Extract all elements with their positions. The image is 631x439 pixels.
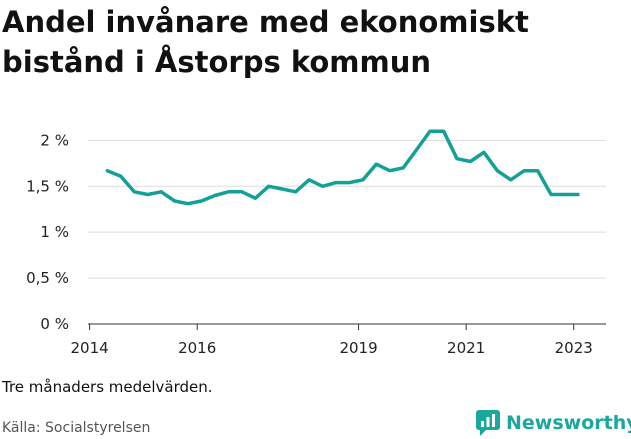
brand-name: Newsworthy bbox=[506, 412, 631, 434]
y-axis-ticks: 0 % 0,5 % 1 % 1,5 % 2 % bbox=[26, 131, 69, 333]
chart-note: Tre månaders medelvärden. bbox=[2, 378, 213, 396]
x-tick-label: 2014 bbox=[71, 339, 109, 357]
newsworthy-logo: Newsworthy bbox=[476, 408, 631, 438]
series-line bbox=[105, 129, 580, 206]
source-label: Källa: Socialstyrelsen bbox=[2, 420, 151, 436]
x-tick-label: 2021 bbox=[447, 339, 485, 357]
y-tick-label: 0,5 % bbox=[26, 269, 69, 287]
chart-bubble-icon bbox=[476, 410, 500, 436]
y-tick-label: 1 % bbox=[40, 223, 69, 241]
y-tick-label: 1,5 % bbox=[26, 177, 69, 195]
y-tick-label: 2 % bbox=[40, 131, 69, 149]
x-tick-label: 2016 bbox=[178, 339, 216, 357]
x-tick-label: 2023 bbox=[555, 339, 593, 357]
grid-lines bbox=[88, 139, 606, 279]
chart-title: Andel invånare med ekonomiskt bistånd i … bbox=[2, 5, 529, 79]
x-axis-ticks: 2014 2016 2019 2021 2023 bbox=[71, 324, 593, 357]
x-tick-label: 2019 bbox=[339, 339, 377, 357]
line-chart: 0 % 0,5 % 1 % 1,5 % 2 % 2014 2016 2019 2021 2023 bbox=[26, 129, 606, 357]
y-tick-label: 0 % bbox=[40, 315, 69, 333]
